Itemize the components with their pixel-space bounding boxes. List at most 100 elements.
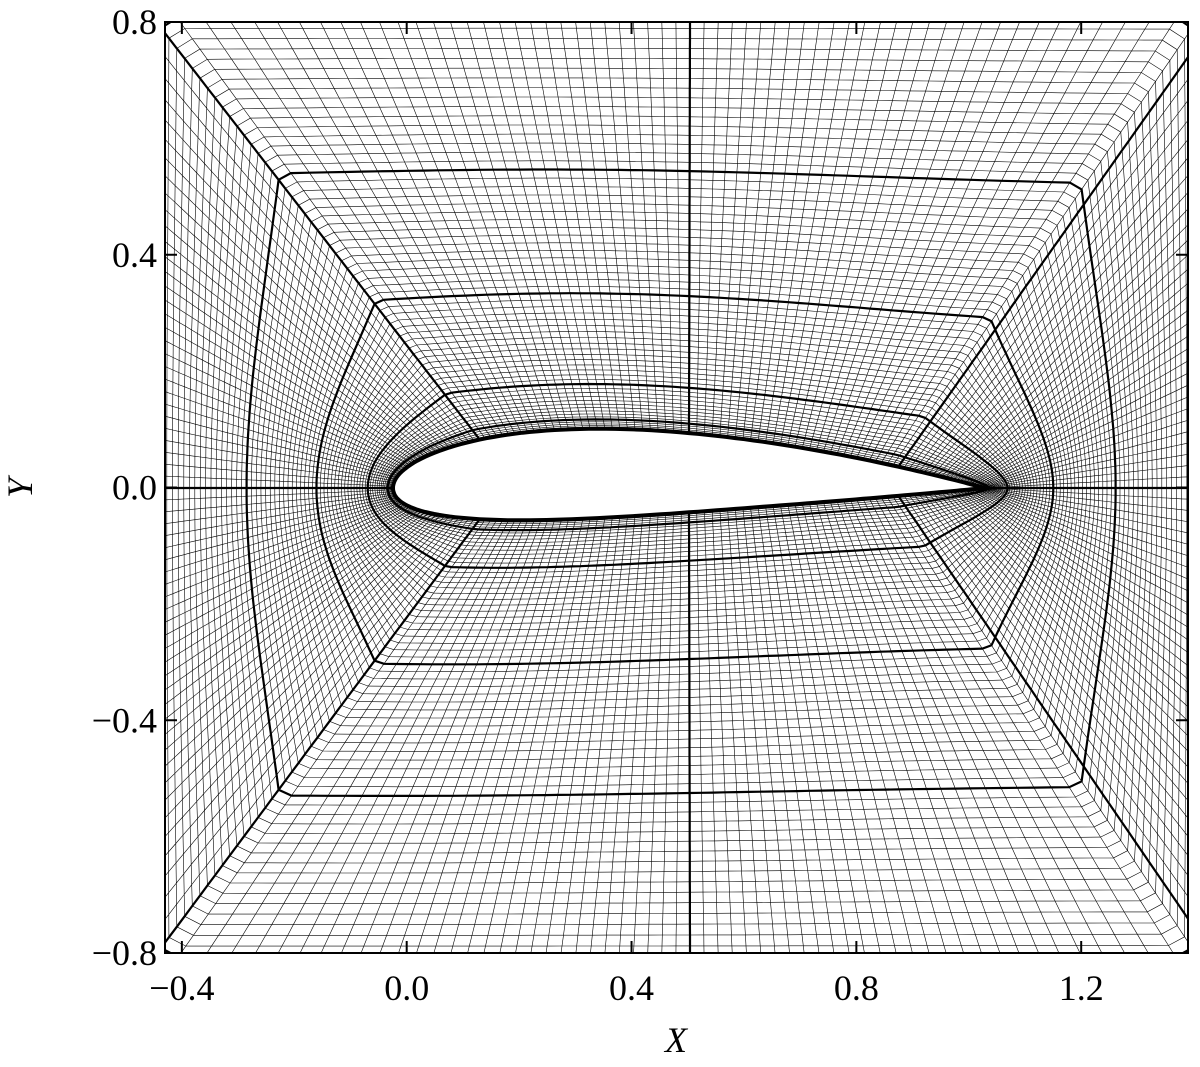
mesh-line [772, 22, 850, 444]
mesh-line [165, 55, 475, 441]
mesh-line [165, 99, 465, 444]
mesh-line [165, 516, 450, 819]
mesh-line [165, 497, 397, 561]
mesh-line [849, 499, 1039, 953]
mesh-line [941, 224, 1188, 478]
mesh-line [560, 516, 621, 953]
mesh-line [923, 493, 1188, 819]
mesh-line [165, 508, 416, 677]
mesh-line [970, 348, 1188, 485]
mesh-line [856, 22, 1060, 459]
mesh-line [974, 488, 1188, 604]
mesh-line [575, 22, 628, 430]
mesh-line [483, 22, 584, 429]
mesh-line [967, 335, 1188, 484]
mesh-line [979, 408, 1188, 487]
mesh-line [545, 517, 613, 953]
mesh-line [675, 22, 682, 433]
mesh-line [849, 22, 1040, 457]
mesh-line [604, 22, 643, 430]
block-boundary [165, 31, 481, 441]
mesh-line [982, 487, 1188, 545]
mesh-line [416, 519, 555, 953]
mesh-line [836, 22, 1001, 455]
mesh-line [467, 519, 576, 953]
mesh-line [972, 360, 1188, 486]
mesh-line [962, 309, 1188, 483]
mesh-line [816, 22, 947, 451]
mesh-line [165, 504, 406, 623]
mesh-line [661, 513, 674, 953]
block-boundary [165, 518, 481, 945]
mesh-line [165, 506, 411, 649]
mesh-line [886, 496, 1174, 953]
mesh-line [727, 22, 762, 438]
mesh-line [719, 22, 747, 437]
mesh-line [976, 488, 1188, 592]
mesh-line [794, 504, 897, 953]
mesh-line [165, 492, 394, 524]
mesh-line [165, 463, 394, 485]
mesh-line [165, 313, 413, 464]
mesh-line [633, 514, 659, 953]
mesh-line [913, 494, 1188, 857]
mesh-line [255, 519, 503, 953]
mesh-line [165, 427, 396, 480]
mesh-line [886, 22, 1175, 465]
mesh-line [433, 519, 562, 953]
mesh-line [952, 490, 1188, 708]
mesh-line [499, 518, 591, 953]
mesh-line [937, 492, 1188, 768]
mesh-line [948, 254, 1188, 479]
mesh-line [742, 508, 790, 953]
mesh-line [165, 514, 441, 784]
mesh-line [757, 22, 820, 442]
y-tick-label: −0.8 [92, 933, 157, 973]
mesh-line [165, 175, 446, 450]
mesh-line [948, 491, 1188, 722]
mesh-line [165, 271, 422, 459]
mesh-line [802, 503, 913, 953]
mesh-line [983, 442, 1188, 488]
mesh-line [816, 502, 947, 953]
mesh-line [618, 514, 651, 953]
mesh-line [984, 453, 1188, 489]
mesh-line [880, 22, 1150, 464]
mesh-line [206, 519, 492, 953]
mesh-line [299, 22, 516, 434]
mesh-line [978, 488, 1188, 580]
mesh-line [932, 191, 1188, 475]
mesh-line [875, 22, 1126, 462]
mesh-line [165, 494, 395, 536]
mesh-line [277, 22, 510, 435]
mesh-line [727, 509, 762, 953]
mesh-line [875, 497, 1125, 953]
mesh-line [928, 174, 1188, 474]
mesh-line [165, 327, 411, 466]
mesh-line [956, 490, 1188, 694]
mesh-line [530, 22, 606, 429]
x-tick-label: 0.0 [384, 968, 429, 1008]
mesh-line [802, 22, 914, 448]
x-tick-label: 0.4 [609, 968, 654, 1008]
mesh-line [165, 511, 426, 720]
mesh-line [165, 505, 408, 636]
mesh-line [360, 22, 535, 432]
mesh-line [972, 488, 1188, 616]
mesh-line [836, 500, 1001, 953]
mesh-line [750, 22, 805, 441]
mesh-line [965, 322, 1188, 484]
mesh-line [320, 520, 522, 953]
y-tick-label: 0.4 [112, 235, 157, 275]
mesh-line [165, 509, 419, 691]
mesh-line [466, 22, 576, 430]
mesh-line [711, 510, 733, 953]
mesh-line [165, 78, 470, 443]
block-boundary [897, 495, 1188, 921]
mesh-line [165, 353, 406, 469]
mesh-line [735, 508, 776, 953]
mesh-line [675, 512, 682, 953]
mesh-line [983, 487, 1188, 534]
mesh-line [515, 518, 598, 953]
